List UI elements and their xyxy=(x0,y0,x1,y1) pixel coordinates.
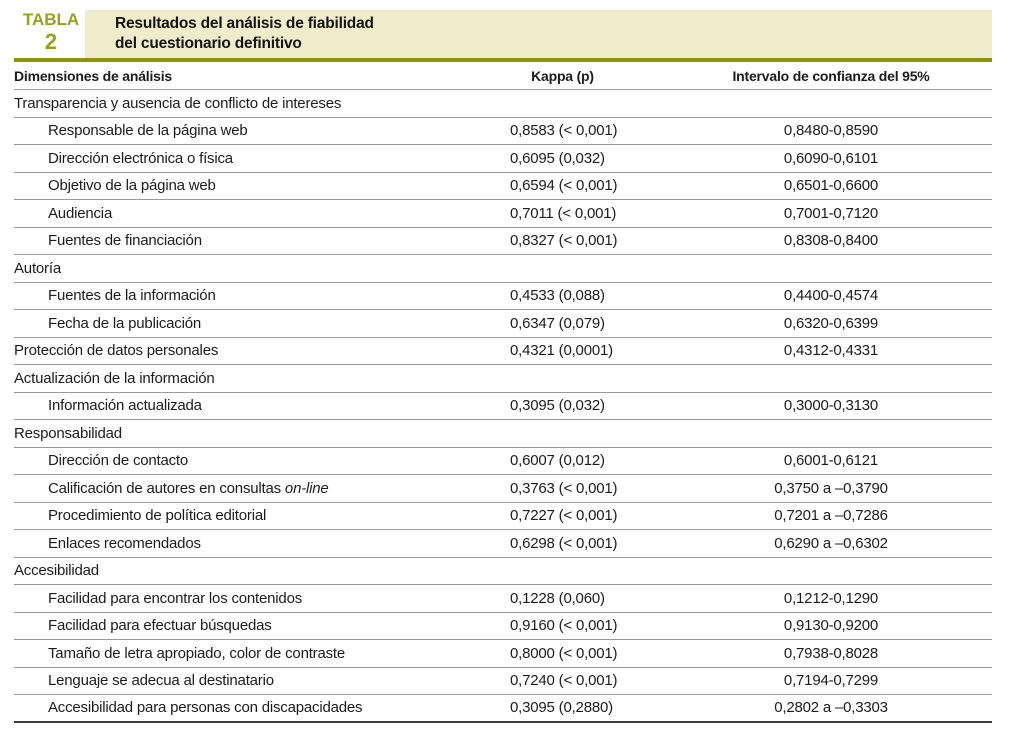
table-title-line2: del cuestionario definitivo xyxy=(115,35,302,52)
dimension-label: Accesibilidad para personas con discapac… xyxy=(48,699,363,717)
kappa-value: 0,4533 (0,088) xyxy=(510,287,605,305)
table-row: Actualización de la información xyxy=(14,365,992,393)
column-header-kappa: Kappa (p) xyxy=(531,67,594,84)
table-row: Fuentes de la información 0,4533 (0,088) 0… xyxy=(14,283,992,310)
kappa-value: 0,4321 (0,0001) xyxy=(510,342,613,360)
dimension-label: Fuentes de financiación xyxy=(48,232,202,250)
confidence-interval-value: 0,3750 a –0,3790 xyxy=(774,479,888,497)
dimension-label: Protección de datos personales xyxy=(14,342,219,360)
confidence-interval-value: 0,7938-0,8028 xyxy=(783,644,879,662)
confidence-interval-value: 0,7001-0,7120 xyxy=(783,204,879,222)
kappa-value: 0,3095 (0,032) xyxy=(510,397,605,415)
kappa-value: 0,3763 (< 0,001) xyxy=(510,479,618,497)
table-row: Procedimiento de política editorial 0,722… xyxy=(14,503,992,530)
dimension-label: Procedimiento de política editorial xyxy=(48,507,267,525)
confidence-interval-value: 0,6290 a –0,6302 xyxy=(774,534,888,552)
table-row: Accesibilidad xyxy=(14,558,992,585)
dimension-label: Dirección electrónica o física xyxy=(48,149,233,167)
table-title-banner: Resultados del análisis de fiabilidad de… xyxy=(85,10,992,58)
dimension-label: Audiencia xyxy=(48,204,113,222)
dimension-label: Fecha de la publicación xyxy=(48,314,202,332)
kappa-value: 0,8327 (< 0,001) xyxy=(510,232,618,250)
kappa-value: 0,8583 (< 0,001) xyxy=(510,122,618,140)
table-number: 2 xyxy=(44,28,58,54)
table-row: Audiencia 0,7011 (< 0,001) 0,7001-0,7120 xyxy=(14,200,992,228)
confidence-interval-value: 0,4400-0,4574 xyxy=(783,287,879,305)
kappa-value: 0,9160 (< 0,001) xyxy=(510,617,618,635)
table-row: Accesibilidad para personas con discapac… xyxy=(14,695,992,723)
table-row: Responsable de la página web 0,8583 (< 0,… xyxy=(14,118,992,145)
dimension-label: Objetivo de la página web xyxy=(48,177,216,195)
confidence-interval-value: 0,8480-0,8590 xyxy=(783,122,879,140)
kappa-value: 0,1228 (0,060) xyxy=(510,589,605,607)
dimension-label: Autoría xyxy=(14,259,61,277)
confidence-interval-value: 0,2802 a –0,3303 xyxy=(774,699,888,717)
table-row: Fuentes de financiación 0,8327 (< 0,001) 0… xyxy=(14,228,992,255)
table-row: Dirección electrónica o física 0,6095 (0,… xyxy=(14,145,992,173)
accent-rule xyxy=(14,58,992,62)
kappa-value: 0,6007 (0,012) xyxy=(510,452,605,470)
confidence-interval-value: 0,7194-0,7299 xyxy=(783,672,879,690)
dimension-label: Actualización de la información xyxy=(14,369,215,387)
table-body: Transparencia y ausencia de conflicto de… xyxy=(14,90,992,723)
table-number-label: TABLA 2 xyxy=(18,10,84,54)
table-row: Objetivo de la página web 0,6594 (< 0,001… xyxy=(14,173,992,200)
confidence-interval-value: 0,1212-0,1290 xyxy=(783,589,879,607)
confidence-interval-value: 0,7201 a –0,7286 xyxy=(774,507,888,525)
table-row: Tamaño de letra apropiado, color de cont… xyxy=(14,640,992,668)
table-title-line1: Resultados del análisis de fiabilidad xyxy=(115,15,374,32)
dimension-label: Tamaño de letra apropiado, color de cont… xyxy=(48,644,346,662)
dimension-label: Lenguaje se adecua al destinatario xyxy=(48,672,274,690)
table-row: Facilidad para encontrar los contenidos 0… xyxy=(14,585,992,613)
dimension-label: Dirección de contacto xyxy=(48,452,189,470)
confidence-interval-value: 0,9130-0,9200 xyxy=(783,617,879,635)
kappa-value: 0,6594 (< 0,001) xyxy=(510,177,618,195)
confidence-interval-value: 0,6090-0,6101 xyxy=(783,149,879,167)
table-row: Autoría xyxy=(14,255,992,283)
kappa-value: 0,7011 (< 0,001) xyxy=(510,204,617,222)
table-row: Transparencia y ausencia de conflicto de… xyxy=(14,90,992,118)
dimension-label: Responsabilidad xyxy=(14,424,122,442)
dimension-label: Facilidad para efectuar búsquedas xyxy=(48,617,272,635)
table-word: TABLA xyxy=(22,10,80,29)
dimension-label: Responsable de la página web xyxy=(48,122,248,140)
dimension-label: Enlaces recomendados xyxy=(48,534,201,552)
table-row: Protección de datos personales 0,4321 (0,… xyxy=(14,338,992,365)
table-row: Calificación de autores en consultas on-… xyxy=(14,475,992,503)
dimension-label: Calificación de autores en consultas on-… xyxy=(48,479,329,497)
dimension-label: Fuentes de la información xyxy=(48,287,216,305)
column-header-intervalo: Intervalo de confianza del 95% xyxy=(732,67,930,84)
confidence-interval-value: 0,6320-0,6399 xyxy=(783,314,879,332)
kappa-value: 0,8000 (< 0,001) xyxy=(510,644,618,662)
column-header-dimensiones: Dimensiones de análisis xyxy=(14,67,173,84)
table-row: Dirección de contacto 0,6007 (0,012) 0,600… xyxy=(14,448,992,475)
dimension-label: Accesibilidad xyxy=(14,562,99,580)
dimension-label: Transparencia y ausencia de conflicto de… xyxy=(14,94,342,112)
confidence-interval-value: 0,6001-0,6121 xyxy=(783,452,879,470)
kappa-value: 0,6298 (< 0,001) xyxy=(510,534,618,552)
table-row: Fecha de la publicación 0,6347 (0,079) 0,6… xyxy=(14,310,992,338)
dimension-label: Facilidad para encontrar los contenidos xyxy=(48,589,303,607)
confidence-interval-value: 0,4312-0,4331 xyxy=(783,342,879,360)
kappa-value: 0,7227 (< 0,001) xyxy=(510,507,618,525)
kappa-value: 0,7240 (< 0,001) xyxy=(510,672,618,690)
confidence-interval-value: 0,3000-0,3130 xyxy=(783,397,879,415)
confidence-interval-value: 0,6501-0,6600 xyxy=(783,177,879,195)
kappa-value: 0,6347 (0,079) xyxy=(510,314,605,332)
table-row: Enlaces recomendados 0,6298 (< 0,001) 0,62… xyxy=(14,530,992,558)
kappa-value: 0,3095 (0,2880) xyxy=(510,699,613,717)
table-row: Información actualizada 0,3095 (0,032) 0,3… xyxy=(14,393,992,420)
table-row: Lenguaje se adecua al destinatario 0,7240… xyxy=(14,668,992,695)
reliability-table: Dimensiones de análisis Kappa (p) Interv… xyxy=(14,62,992,723)
kappa-value: 0,6095 (0,032) xyxy=(510,149,605,167)
dimension-label: Información actualizada xyxy=(48,397,202,415)
table-column-headers: Dimensiones de análisis Kappa (p) Interv… xyxy=(14,62,992,90)
confidence-interval-value: 0,8308-0,8400 xyxy=(783,232,879,250)
table-row: Responsabilidad xyxy=(14,420,992,448)
table-row: Facilidad para efectuar búsquedas 0,9160 … xyxy=(14,613,992,640)
